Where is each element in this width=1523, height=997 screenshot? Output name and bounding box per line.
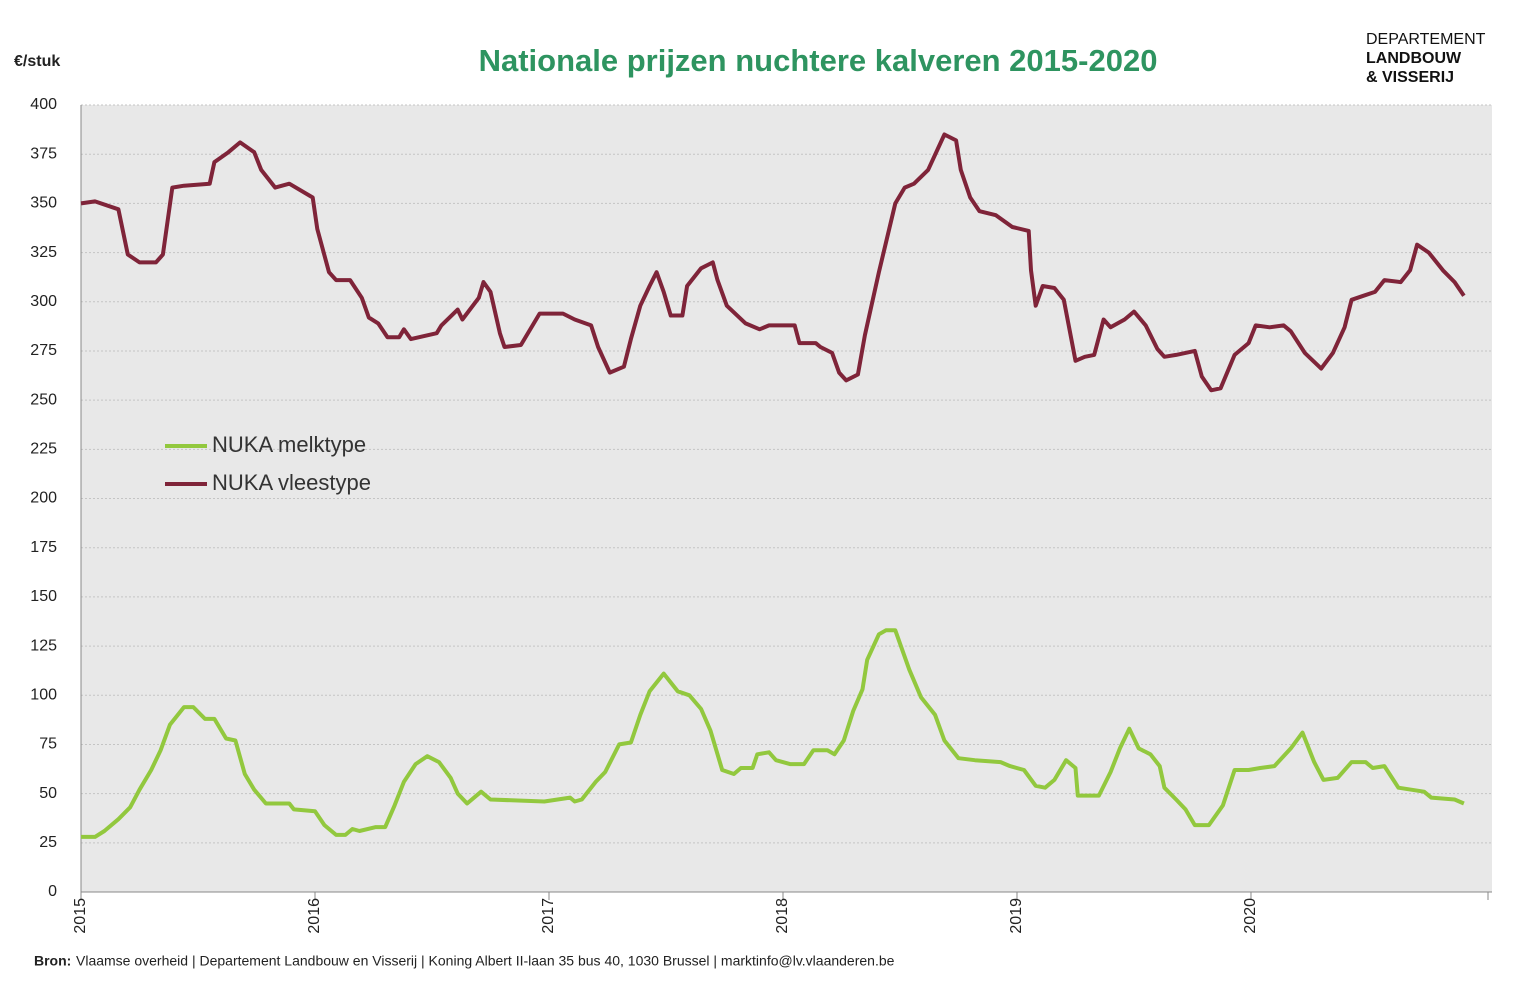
y-tick-label: 225 bbox=[30, 441, 57, 458]
x-tick-label: 2020 bbox=[1242, 898, 1259, 934]
x-tick-label: 2019 bbox=[1008, 898, 1025, 934]
y-tick-label: 25 bbox=[39, 834, 57, 851]
y-tick-label: 50 bbox=[39, 785, 57, 802]
x-tick-label: 2017 bbox=[540, 898, 557, 934]
y-tick-label: 400 bbox=[30, 96, 57, 113]
y-tick-label: 150 bbox=[30, 588, 57, 605]
y-tick-label: 375 bbox=[30, 145, 57, 162]
logo-line: DEPARTEMENT bbox=[1366, 31, 1486, 48]
logo-line: & VISSERIJ bbox=[1366, 69, 1454, 86]
y-tick-label: 350 bbox=[30, 195, 57, 212]
series-line bbox=[80, 132, 1466, 393]
x-tick-label: 2016 bbox=[306, 898, 323, 934]
x-tick-label: 2015 bbox=[72, 898, 89, 934]
logo-line: LANDBOUW bbox=[1366, 50, 1462, 67]
y-tick-label: 75 bbox=[39, 736, 57, 753]
y-axis-label: €/stuk bbox=[14, 53, 60, 70]
y-tick-label: 250 bbox=[30, 391, 57, 408]
y-tick-label: 175 bbox=[30, 539, 57, 556]
y-tick-label: 100 bbox=[30, 686, 57, 703]
chart-title: Nationale prijzen nuchtere kalveren 2015… bbox=[479, 43, 1158, 78]
series-line bbox=[81, 628, 1465, 839]
legend-label: NUKA vleestype bbox=[212, 470, 371, 495]
y-tick-label: 200 bbox=[30, 490, 57, 507]
source-label: Bron: bbox=[34, 953, 71, 969]
source: Vlaamse overheid | Departement Landbouw … bbox=[76, 953, 895, 969]
y-tick-label: 0 bbox=[48, 883, 57, 900]
legend-label: NUKA melktype bbox=[212, 432, 366, 457]
y-tick-label: 125 bbox=[30, 637, 57, 654]
y-tick-label: 300 bbox=[30, 293, 57, 310]
y-tick-label: 275 bbox=[30, 342, 57, 359]
x-tick-label: 2018 bbox=[774, 898, 791, 934]
y-tick-label: 325 bbox=[30, 244, 57, 261]
